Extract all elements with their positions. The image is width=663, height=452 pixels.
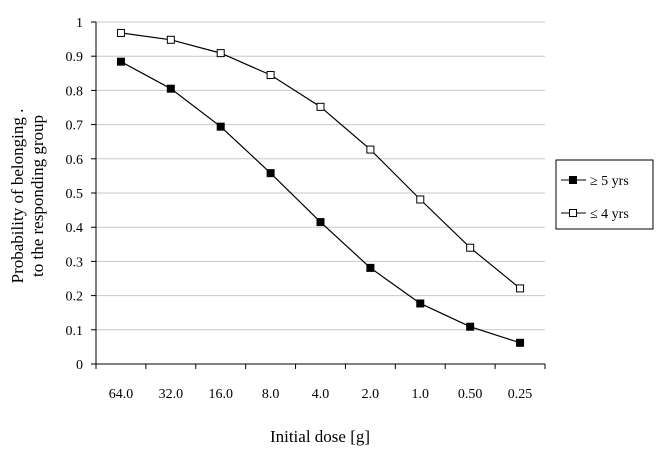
y-tick-label: 0.5 [66, 187, 84, 202]
data-point-0-8 [516, 338, 525, 347]
legend-label-ge5: ≥ 5 yrs [590, 174, 629, 189]
data-point-1-1 [166, 35, 175, 44]
y-tick-label: 0.1 [66, 324, 84, 339]
x-tick-label: 2.0 [362, 387, 380, 402]
data-point-1-2 [216, 49, 225, 58]
legend-box [555, 159, 654, 230]
y-axis-title-line-2: to the responding group [28, 115, 47, 277]
legend: ≥ 5 yrs ≤ 4 yrs [555, 159, 654, 230]
y-ticks: 0 0.1 0.2 0.3 0.4 0.5 0.6 0.7 0.8 0.9 1 [66, 16, 96, 373]
data-point-0-6 [416, 299, 425, 308]
series-lines [120, 32, 521, 344]
data-point-1-4 [316, 102, 325, 111]
x-tick-label: 32.0 [159, 387, 184, 402]
y-tick-label: 0.4 [66, 221, 84, 236]
y-tick-label: 0.2 [66, 290, 84, 305]
x-tick-label: 1.0 [412, 387, 430, 402]
y-tick-label: 0.8 [66, 84, 84, 99]
legend-label-le4: ≤ 4 yrs [590, 207, 629, 222]
data-point-0-0 [116, 57, 125, 66]
data-point-0-2 [216, 122, 225, 131]
x-ticks: 64.0 32.0 16.0 8.0 4.0 2.0 1.0 0.50 0.25 [95, 364, 546, 402]
data-point-1-8 [516, 284, 525, 293]
data-point-1-7 [466, 243, 475, 252]
data-point-0-7 [466, 322, 475, 331]
x-tick-label: 0.25 [508, 387, 533, 402]
x-axis-title: Initial dose [g] [270, 427, 370, 446]
x-tick-label: 64.0 [109, 387, 134, 402]
y-tick-label: 0.3 [66, 255, 84, 270]
data-point-1-3 [266, 71, 275, 80]
y-tick-label: 0.6 [66, 153, 84, 168]
x-tick-label: 8.0 [262, 387, 280, 402]
data-point-1-5 [366, 145, 375, 154]
series-points [116, 28, 525, 347]
series-line-1 [120, 32, 521, 289]
data-point-0-3 [266, 169, 275, 178]
x-tick-label: 0.50 [458, 387, 483, 402]
legend-marker-le4 [569, 209, 577, 217]
x-tick-label: 16.0 [208, 387, 233, 402]
data-point-0-5 [366, 263, 375, 272]
data-point-0-4 [316, 218, 325, 227]
gridlines [96, 21, 545, 331]
y-tick-label: 0.7 [66, 119, 84, 134]
x-tick-label: 4.0 [312, 387, 330, 402]
data-point-1-6 [416, 195, 425, 204]
y-tick-label: 0 [76, 358, 83, 373]
data-point-1-0 [116, 28, 125, 37]
data-point-0-1 [166, 84, 175, 93]
y-tick-label: 1 [76, 16, 83, 31]
y-tick-label: 0.9 [66, 50, 84, 65]
y-axis-title-line-1: Probability of belonging . [8, 109, 27, 284]
legend-marker-ge5 [569, 176, 577, 184]
